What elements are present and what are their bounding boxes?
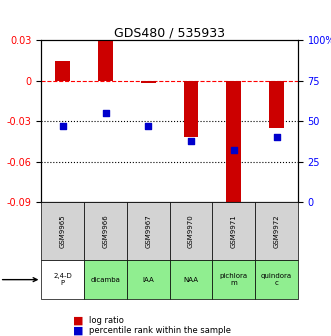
Text: 2,4-D
P: 2,4-D P	[53, 273, 72, 286]
Bar	[269, 81, 284, 128]
Text: agent: agent	[0, 275, 37, 285]
Text: NAA: NAA	[183, 277, 199, 283]
Bar	[169, 260, 213, 299]
Point	[188, 138, 194, 143]
Point	[231, 148, 236, 153]
Text: quindora
c: quindora c	[261, 273, 292, 286]
Bar	[127, 202, 170, 260]
Bar	[55, 60, 70, 81]
Text: dicamba: dicamba	[91, 277, 120, 283]
Text: GSM9972: GSM9972	[273, 214, 279, 248]
Point	[274, 135, 279, 140]
Point	[103, 111, 108, 116]
Bar	[141, 81, 156, 83]
Text: ■: ■	[73, 326, 83, 336]
Bar	[213, 202, 255, 260]
Text: percentile rank within the sample: percentile rank within the sample	[89, 327, 231, 335]
Text: IAA: IAA	[142, 277, 154, 283]
Text: GSM9965: GSM9965	[60, 214, 66, 248]
Bar	[98, 40, 113, 81]
Bar	[84, 260, 127, 299]
Text: pichlora
m: pichlora m	[220, 273, 248, 286]
Bar	[255, 260, 298, 299]
Bar	[213, 260, 255, 299]
Bar	[127, 260, 170, 299]
Bar	[226, 81, 241, 202]
Bar	[41, 202, 84, 260]
Point	[146, 123, 151, 129]
Bar	[183, 81, 199, 137]
Text: ■: ■	[73, 316, 83, 326]
Text: GSM9970: GSM9970	[188, 214, 194, 248]
Text: GSM9967: GSM9967	[145, 214, 151, 248]
Bar	[169, 202, 213, 260]
Bar	[255, 202, 298, 260]
Text: GSM9966: GSM9966	[103, 214, 109, 248]
Bar	[41, 260, 84, 299]
Bar	[84, 202, 127, 260]
Point	[60, 123, 66, 129]
Title: GDS480 / 535933: GDS480 / 535933	[114, 26, 225, 39]
Text: GSM9971: GSM9971	[231, 214, 237, 248]
Text: log ratio: log ratio	[89, 317, 124, 325]
